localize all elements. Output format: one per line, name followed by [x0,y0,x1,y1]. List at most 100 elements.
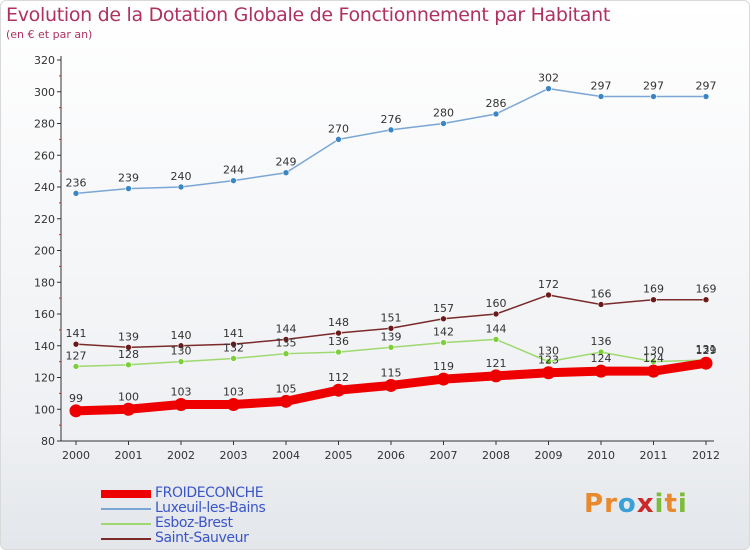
y-tick-label: 300 [34,86,55,99]
data-label-esboz-brest: 127 [66,349,87,362]
data-label-saint-sauveur: 166 [591,287,612,300]
legend-item-froideconche: FROIDECONCHE [101,485,341,501]
logo-letter: t [664,489,678,519]
data-label-esboz-brest: 135 [276,337,297,350]
x-tick-label: 2009 [535,449,563,462]
data-label-luxeuil-les-bains: 297 [696,80,717,93]
data-label-luxeuil-les-bains: 249 [276,156,297,169]
data-point-esboz-brest [230,355,237,362]
legend-label: FROIDECONCHE [155,485,264,501]
data-point-froideconche [594,364,608,378]
data-point-esboz-brest [282,350,290,357]
data-label-froideconche: 124 [643,352,664,365]
logo-letter: i [677,489,688,519]
data-label-luxeuil-les-bains: 280 [433,107,454,120]
data-label-froideconche: 100 [118,390,139,403]
data-point-luxeuil-les-bains [702,93,710,100]
legend-item-esboz-brest: Esboz-Brest [101,515,341,531]
data-label-froideconche: 99 [69,392,83,405]
x-tick-label: 2000 [62,449,90,462]
data-label-froideconche: 123 [538,354,559,367]
legend-label: Saint-Sauveur [155,530,249,546]
data-label-esboz-brest: 136 [591,335,612,348]
data-point-esboz-brest [545,358,552,365]
data-point-froideconche [437,372,450,386]
data-label-saint-sauveur: 160 [486,297,507,310]
x-tick-label: 2008 [482,449,510,462]
y-tick-label: 140 [34,340,55,353]
data-point-luxeuil-les-bains [72,190,80,197]
logo-letter: P [584,489,605,519]
data-point-froideconche [699,356,713,370]
data-label-esboz-brest: 132 [223,341,244,354]
data-point-saint-sauveur [387,324,395,332]
data-point-esboz-brest [387,344,395,351]
legend-swatch-esboz-brest [101,523,151,525]
y-tick-label: 180 [34,276,55,289]
data-label-luxeuil-les-bains: 302 [538,72,559,85]
legend-label: Esboz-Brest [155,515,233,531]
data-point-esboz-brest [72,363,80,370]
proxiti-logo: Proxiti [584,489,688,519]
data-point-froideconche [227,397,240,411]
data-point-saint-sauveur [282,336,290,343]
data-point-luxeuil-les-bains [492,110,500,118]
y-tick-label: 100 [34,403,55,416]
data-point-luxeuil-les-bains [387,126,395,134]
data-label-saint-sauveur: 144 [276,322,297,335]
y-tick-label: 120 [34,372,55,385]
data-label-esboz-brest: 130 [171,345,192,358]
data-label-luxeuil-les-bains: 276 [381,113,402,126]
data-label-froideconche: 103 [223,385,244,398]
data-label-luxeuil-les-bains: 270 [328,122,349,135]
data-point-froideconche [384,378,398,392]
data-point-saint-sauveur [702,296,710,304]
data-point-esboz-brest [335,348,342,356]
data-point-luxeuil-les-bains [282,169,290,177]
data-point-froideconche [174,397,188,411]
data-label-saint-sauveur: 169 [696,283,717,296]
chart-subtitle: (en € et par an) [6,28,93,41]
data-point-saint-sauveur [650,296,657,304]
data-label-froideconche: 105 [276,382,297,395]
logo-letter: x [636,489,655,519]
data-point-luxeuil-les-bains [125,185,132,192]
data-label-froideconche: 112 [328,371,349,384]
chart-title: Evolution de la Dotation Globale de Fonc… [6,4,611,26]
data-point-esboz-brest [597,348,605,356]
data-label-esboz-brest: 144 [486,322,507,335]
chart-axes: 80 100 120 140 160 180 200 220 240 260 280 300 320 20… [34,54,720,462]
data-point-froideconche [279,394,293,408]
data-label-saint-sauveur: 141 [66,327,87,340]
y-tick-label: 260 [34,149,55,162]
data-label-saint-sauveur: 139 [118,330,139,343]
logo-letter: i [654,489,665,519]
data-point-froideconche [489,369,503,383]
data-point-esboz-brest [440,339,447,346]
data-label-saint-sauveur: 141 [223,327,244,340]
data-label-esboz-brest: 130 [538,345,559,358]
data-point-saint-sauveur [177,342,185,350]
data-point-saint-sauveur [335,329,342,337]
data-label-esboz-brest: 136 [328,335,349,348]
data-point-saint-sauveur [492,310,500,318]
data-point-esboz-brest [125,361,132,369]
logo-letter: r [604,489,618,519]
data-label-froideconche: 119 [433,360,454,373]
x-tick-label: 2010 [587,449,615,462]
data-point-luxeuil-les-bains [440,120,447,127]
data-label-froideconche: 129 [696,344,717,357]
data-label-esboz-brest: 142 [433,326,454,339]
legend-swatch-froideconche [101,490,151,498]
data-label-froideconche: 124 [591,352,612,365]
data-label-luxeuil-les-bains: 286 [486,97,507,110]
data-label-luxeuil-les-bains: 240 [171,170,192,183]
x-tick-label: 2005 [325,449,353,462]
x-tick-label: 2004 [272,449,300,462]
chart-legend: FROIDECONCHE Luxeuil-les-Bains Esboz-Bre… [101,485,341,546]
data-point-luxeuil-les-bains [335,136,342,143]
data-label-froideconche: 103 [171,385,192,398]
chart-series [69,85,713,418]
data-point-saint-sauveur [440,315,447,323]
